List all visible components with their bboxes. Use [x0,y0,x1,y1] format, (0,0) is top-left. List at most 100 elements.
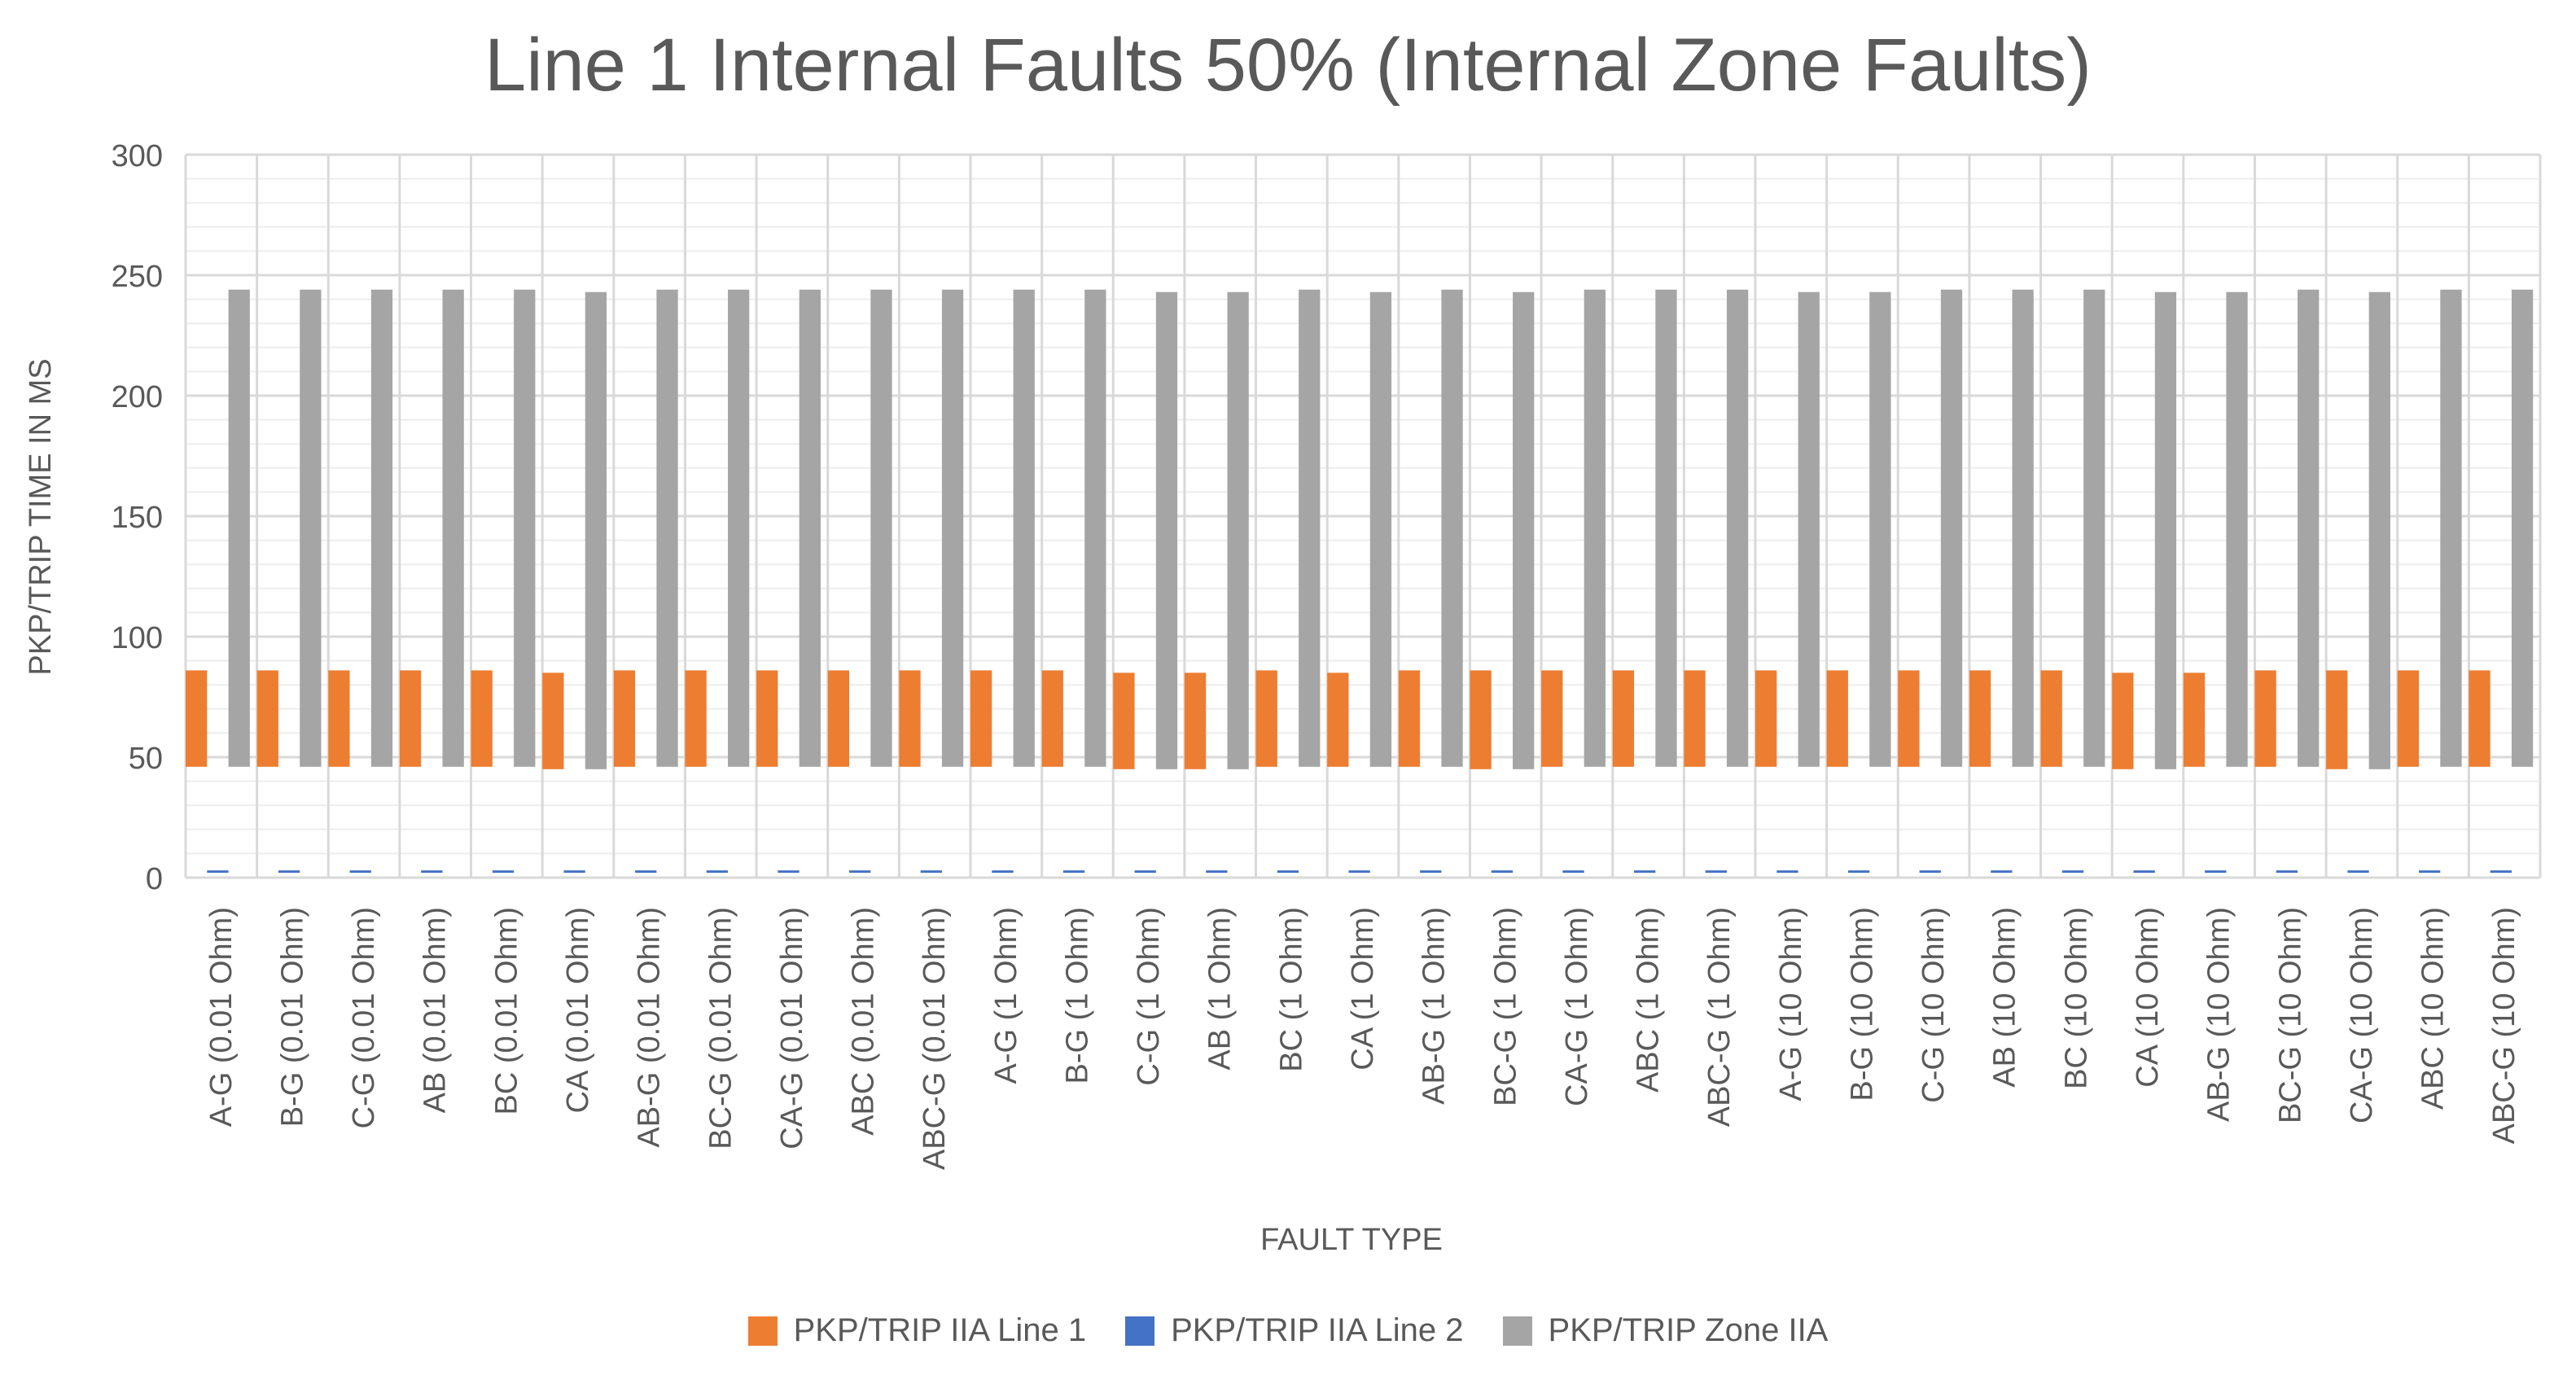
bar-pkp-trip-zone-iia [1155,291,1178,769]
x-tick-label: ABC (0.01 Ohm) [847,907,881,1136]
bar-pkp-trip-iia-line-2 [2205,870,2227,874]
bar-pkp-trip-iia-line-1 [471,670,493,767]
bar-pkp-trip-zone-iia [300,289,322,767]
x-tick-labels: A-G (0.01 Ohm) B-G (0.01 Ohm) C-G (0.01 Oh… [204,907,2521,1170]
bar-pkp-trip-iia-line-2 [1348,870,1370,874]
chart-title: Line 1 Internal Faults 50% (Internal Zon… [484,24,2092,107]
bar-pkp-trip-zone-iia [870,289,892,767]
bar-pkp-trip-iia-line-1 [1184,672,1207,769]
bar-pkp-trip-zone-iia [799,289,821,767]
x-tick-label: BC (0.01 Ohm) [489,907,524,1115]
legend: PKP/TRIP IIA Line 1 PKP/TRIP IIA Line 2 PK… [0,1312,2576,1349]
bar-pkp-trip-iia-line-1 [1969,670,1991,767]
x-tick-label: ABC (1 Ohm) [1632,907,1666,1093]
bar-pkp-trip-iia-line-1 [613,670,636,767]
x-tick-label: B-G (10 Ohm) [1845,907,1879,1102]
legend-item: PKP/TRIP IIA Line 1 [747,1312,1086,1349]
bar-pkp-trip-zone-iia [1940,289,1963,767]
bar-pkp-trip-iia-line-2 [778,870,800,874]
bar-pkp-trip-iia-line-1 [2112,672,2134,769]
bar-pkp-trip-iia-line-1 [2397,670,2420,767]
x-tick-label: B-G (0.01 Ohm) [275,907,309,1127]
x-tick-label: C-G (0.01 Ohm) [347,907,381,1128]
bar-pkp-trip-iia-line-1 [1041,670,1063,767]
bar-pkp-trip-iia-line-1 [2326,670,2348,769]
bar-pkp-trip-iia-line-1 [1327,672,1349,767]
bar-pkp-trip-iia-line-1 [256,670,278,767]
bar-pkp-trip-iia-line-2 [2133,870,2155,874]
bar-pkp-trip-iia-line-1 [1255,670,1277,767]
x-tick-label: CA (0.01 Ohm) [561,907,595,1113]
bar-pkp-trip-zone-iia [2083,289,2105,767]
bar-pkp-trip-iia-line-2 [1705,870,1727,874]
bar-pkp-trip-zone-iia [1798,291,1820,767]
bar-pkp-trip-iia-line-2 [2061,870,2084,874]
y-tick-label: 100 [112,621,163,655]
x-tick-label: ABC (10 Ohm) [2416,907,2451,1110]
bar-pkp-trip-iia-line-2 [1491,870,1514,874]
x-tick-label: A-G (0.01 Ohm) [204,907,239,1127]
legend-swatch [747,1316,778,1346]
bar-pkp-trip-iia-line-1 [685,670,707,767]
bar-pkp-trip-iia-line-2 [2347,870,2369,874]
bar-pkp-trip-zone-iia [228,289,250,767]
legend-item: PKP/TRIP Zone IIA [1502,1312,1829,1349]
bar-pkp-trip-iia-line-2 [2419,870,2441,874]
bar-pkp-trip-iia-line-1 [1898,670,1920,767]
bar-pkp-trip-zone-iia [2368,291,2390,769]
legend-swatch [1502,1316,1532,1346]
x-tick-label: CA-G (10 Ohm) [2345,907,2379,1123]
bar-pkp-trip-iia-line-2 [1847,870,1870,874]
y-tick-label: 150 [112,501,163,535]
bar-pkp-trip-zone-iia [2012,289,2034,767]
x-tick-label: AB-G (0.01 Ohm) [633,907,667,1148]
bar-pkp-trip-zone-iia [656,289,678,767]
x-tick-label: B-G (1 Ohm) [1060,907,1094,1084]
bar-pkp-trip-iia-line-1 [399,670,422,767]
bar-pkp-trip-iia-line-2 [2490,870,2512,874]
bar-pkp-trip-iia-line-2 [421,870,443,874]
bar-pkp-trip-iia-line-2 [207,870,229,874]
bar-pkp-trip-iia-line-1 [1541,670,1563,767]
x-tick-label: ABC-G (1 Ohm) [1702,907,1737,1127]
bar-pkp-trip-iia-line-2 [1277,870,1299,874]
x-tick-label: BC-G (10 Ohm) [2273,907,2307,1123]
y-tick-label: 50 [129,742,163,776]
bar-pkp-trip-iia-line-1 [1612,670,1635,767]
x-tick-label: ABC-G (10 Ohm) [2487,907,2521,1144]
bar-pkp-trip-zone-iia [1441,289,1463,767]
bar-pkp-trip-zone-iia [2226,291,2248,767]
bar-pkp-trip-iia-line-2 [278,870,300,874]
bar-pkp-trip-iia-line-2 [1776,870,1798,874]
x-tick-label: AB-G (10 Ohm) [2202,907,2236,1122]
bar-pkp-trip-iia-line-2 [1562,870,1584,874]
bar-pkp-trip-iia-line-2 [492,870,515,874]
bar-pkp-trip-iia-line-1 [2469,670,2491,767]
bar-pkp-trip-iia-line-2 [1634,870,1656,874]
bar-pkp-trip-iia-line-1 [186,670,208,767]
bars [186,289,2534,874]
bar-pkp-trip-zone-iia [2154,291,2177,769]
bar-pkp-trip-zone-iia [2440,289,2462,767]
bar-pkp-trip-zone-iia [1655,289,1677,767]
x-tick-label: A-G (1 Ohm) [989,907,1023,1084]
bar-pkp-trip-zone-iia [514,289,536,767]
bar-pkp-trip-iia-line-1 [2040,670,2062,767]
bar-pkp-trip-iia-line-2 [635,870,657,874]
bar-pkp-trip-zone-iia [1299,289,1321,767]
x-tick-label: BC (1 Ohm) [1274,907,1308,1072]
x-tick-label: CA (1 Ohm) [1346,907,1380,1071]
bar-pkp-trip-iia-line-2 [2276,870,2298,874]
bar-pkp-trip-zone-iia [1584,289,1606,767]
bar-pkp-trip-zone-iia [1513,291,1535,769]
bar-pkp-trip-zone-iia [1369,291,1392,767]
bar-pkp-trip-zone-iia [585,291,607,769]
bar-pkp-trip-iia-line-1 [756,670,778,767]
legend-label: PKP/TRIP Zone IIA [1548,1312,1829,1348]
bar-pkp-trip-iia-line-1 [1113,672,1135,769]
bar-pkp-trip-iia-line-2 [1062,870,1085,874]
bar-pkp-trip-iia-line-1 [1755,670,1777,767]
bar-pkp-trip-zone-iia [2298,289,2320,767]
bar-pkp-trip-iia-line-2 [349,870,371,874]
bar-pkp-trip-zone-iia [1227,291,1249,769]
